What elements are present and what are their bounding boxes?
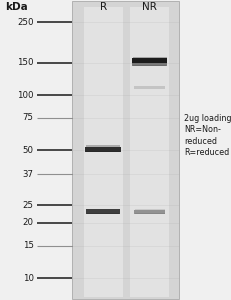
Text: 15: 15 — [23, 241, 33, 250]
Text: 2ug loading
NR=Non-
reduced
R=reduced: 2ug loading NR=Non- reduced R=reduced — [184, 114, 231, 157]
Text: 20: 20 — [23, 218, 33, 227]
Text: 150: 150 — [17, 58, 33, 68]
Bar — [87, 208, 119, 209]
Text: 250: 250 — [17, 18, 33, 27]
Text: 10: 10 — [23, 274, 33, 283]
Bar — [86, 209, 119, 214]
Bar — [133, 86, 165, 89]
Text: R: R — [99, 2, 106, 12]
Bar — [132, 57, 166, 58]
Text: 75: 75 — [23, 113, 33, 122]
Bar — [133, 65, 165, 66]
Bar — [85, 146, 121, 152]
Bar — [134, 213, 164, 214]
Bar — [132, 63, 166, 66]
Text: 25: 25 — [23, 201, 33, 210]
Text: 50: 50 — [23, 146, 33, 155]
Bar — [86, 151, 120, 152]
Text: 100: 100 — [17, 91, 33, 100]
Bar — [87, 213, 119, 214]
Bar — [72, 1, 178, 299]
Bar — [129, 7, 169, 297]
Bar — [133, 210, 165, 214]
Bar — [132, 62, 166, 63]
Text: kDa: kDa — [5, 2, 27, 12]
Text: NR: NR — [142, 2, 156, 12]
Bar — [83, 7, 122, 297]
Bar — [131, 58, 167, 63]
Bar — [134, 209, 164, 210]
Text: 37: 37 — [23, 169, 33, 178]
Bar — [133, 62, 165, 63]
